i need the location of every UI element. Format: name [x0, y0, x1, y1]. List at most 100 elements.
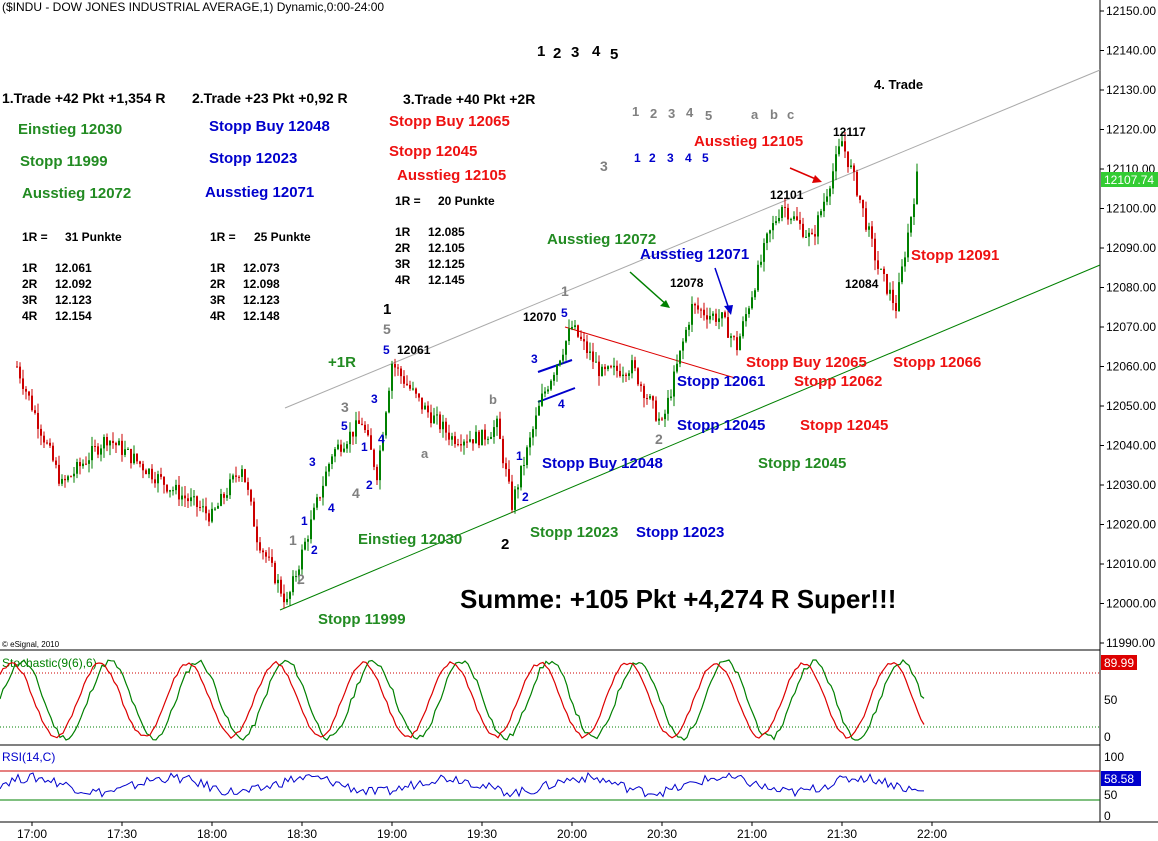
candle-body	[721, 312, 723, 319]
y-tick-label: 12030.00	[1106, 478, 1156, 492]
wave-label: a	[751, 107, 759, 122]
candle-body	[136, 453, 138, 462]
candle-body	[700, 309, 702, 311]
y-tick-label: 12000.00	[1106, 597, 1156, 611]
candle-body	[367, 430, 369, 436]
candle-body	[109, 440, 111, 446]
candle-body	[25, 388, 27, 392]
candle-body	[859, 195, 861, 200]
candle-body	[505, 463, 507, 470]
candle-body	[820, 211, 822, 216]
candle-body	[511, 481, 513, 510]
stoch-tick-50: 50	[1104, 693, 1118, 707]
candle-body	[70, 476, 72, 478]
candle-body	[496, 418, 498, 428]
lower-channel-line	[279, 264, 1101, 611]
candle-body	[115, 443, 117, 446]
candle-body	[610, 366, 612, 368]
label-12101: 12101	[770, 188, 804, 202]
candle-body	[310, 519, 312, 540]
candle-body	[436, 414, 438, 416]
candle-body	[31, 395, 33, 411]
candle-body	[823, 201, 825, 212]
candle-body	[403, 376, 405, 384]
x-tick-label: 21:00	[737, 827, 767, 841]
r-level-label: 2R	[395, 241, 411, 255]
wave-label: 4	[352, 485, 360, 501]
candle-body	[577, 325, 579, 337]
r-level-label: 3R	[210, 293, 226, 307]
candle-body	[304, 541, 306, 550]
candle-body	[292, 576, 294, 593]
candle-body	[805, 236, 807, 238]
candle-body	[598, 361, 600, 377]
candle-body	[133, 453, 135, 464]
candle-body	[481, 429, 483, 446]
candle-body	[835, 154, 837, 172]
r-level-label: 2R	[22, 277, 38, 291]
candle-body	[568, 328, 570, 342]
r-level-value: 12.061	[55, 261, 92, 275]
x-tick-label: 19:30	[467, 827, 497, 841]
y-tick-label: 12010.00	[1106, 557, 1156, 571]
trade1-ausstieg: Ausstieg 12072	[22, 185, 131, 202]
candle-body	[529, 437, 531, 448]
candle-body	[346, 444, 348, 449]
candle-body	[646, 398, 648, 400]
label-stopp-12023-green: Stopp 12023	[530, 524, 618, 541]
candle-body	[250, 489, 252, 502]
label-stopp-12045-red: Stopp 12045	[800, 417, 888, 434]
candle-body	[97, 446, 99, 455]
candle-body	[526, 447, 528, 466]
wave-label: 5	[341, 419, 348, 433]
candle-body	[445, 421, 447, 433]
rsi-label: RSI(14,C)	[2, 750, 55, 764]
candle-body	[595, 361, 597, 363]
candle-body	[736, 337, 738, 351]
r-level-value: 12.098	[243, 277, 280, 291]
wave-label: 4	[378, 432, 385, 446]
wave-label: 3	[341, 399, 349, 415]
candle-body	[412, 388, 414, 390]
rsi-tick-0: 0	[1104, 809, 1111, 823]
candle-body	[547, 389, 549, 392]
candle-body	[397, 367, 399, 369]
trade2-stopp-buy: Stopp Buy 12048	[209, 118, 330, 135]
stoch-tick-0: 0	[1104, 730, 1111, 744]
candle-body	[160, 474, 162, 477]
candle-body	[433, 415, 435, 424]
candle-body	[541, 393, 543, 406]
label-stopp-buy-12048: Stopp Buy 12048	[542, 455, 663, 472]
label-stopp-12045-green: Stopp 12045	[758, 455, 846, 472]
candle-body	[331, 456, 333, 464]
candle-body	[76, 462, 78, 474]
candle-body	[55, 460, 57, 465]
candle-body	[466, 441, 468, 443]
candle-body	[259, 542, 261, 551]
r-level-value: 12.092	[55, 277, 92, 291]
label-stopp-12023-blue: Stopp 12023	[636, 524, 724, 541]
arrow-head-blue	[724, 305, 733, 315]
candle-body	[148, 468, 150, 475]
candle-body	[121, 440, 123, 455]
candle-body	[355, 420, 357, 437]
label-stopp-12091: Stopp 12091	[911, 247, 999, 264]
candle-body	[322, 485, 324, 498]
candle-body	[640, 384, 642, 386]
trade2-r-value: 25 Punkte	[254, 230, 311, 244]
candle-body	[244, 469, 246, 483]
label-plus-1r: +1R	[328, 354, 356, 371]
arrow-ausstieg-12105	[789, 167, 819, 181]
candle-body	[487, 438, 489, 440]
r-level-label: 4R	[395, 273, 411, 287]
wave-label: 3	[600, 158, 608, 174]
wave-label: 3	[531, 352, 538, 366]
candle-body	[634, 360, 636, 369]
candle-body	[472, 439, 474, 444]
label-stopp-12066: Stopp 12066	[893, 354, 981, 371]
candle-body	[172, 490, 174, 492]
candle-body	[382, 435, 384, 451]
wave-label: 3	[309, 455, 316, 469]
candle-body	[895, 303, 897, 312]
candle-body	[217, 505, 219, 509]
